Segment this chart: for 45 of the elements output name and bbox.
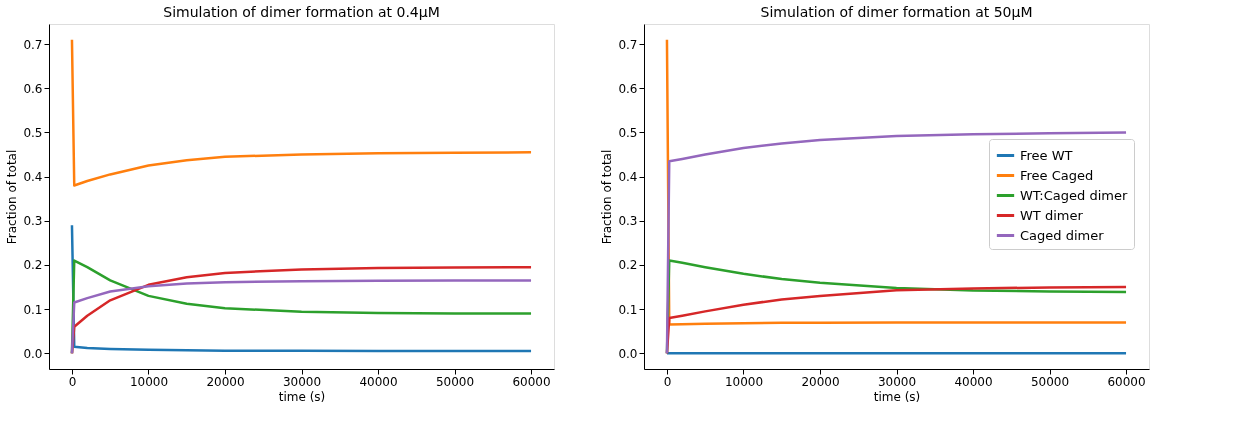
line-series [70,279,533,355]
y-tick-label: 0.3 [618,214,638,229]
y-tick-label: 0.7 [23,37,43,52]
legend-label: WT dimer [1020,207,1084,223]
y-tick-label: 0.1 [618,302,638,317]
line-series [70,38,533,187]
x-tick-label: 10000 [129,374,169,389]
legend-label: Free WT [1020,147,1073,163]
x-tick-label: 40000 [954,374,993,389]
y-tick-label: 0.4 [23,170,43,185]
legend-label: Free Caged [1020,167,1094,183]
chart-title: Simulation of dimer formation at 0.4μM [163,4,440,20]
x-tick-label: 30000 [282,374,322,389]
x-tick-label: 20000 [801,374,840,389]
y-tick-label: 0.7 [618,37,638,52]
x-tick-label: 10000 [724,374,764,389]
x-tick-label: 0 [68,374,77,389]
x-tick-label: 50000 [1030,374,1070,389]
y-tick-label: 0.0 [618,346,638,361]
line-series [70,223,533,353]
x-tick-label: 40000 [359,374,398,389]
x-tick-label: 50000 [435,374,475,389]
y-axis-title: Fraction of total [600,149,615,245]
x-axis-title: time (s) [873,389,921,404]
x-tick-label: 30000 [877,374,917,389]
x-tick-label: 20000 [206,374,245,389]
y-tick-label: 0.2 [618,258,638,273]
y-tick-label: 0.0 [23,346,43,361]
x-axis-title: time (s) [278,389,326,404]
legend-label: Caged dimer [1020,227,1105,243]
y-tick-label: 0.4 [618,170,638,185]
line-series [665,131,1128,355]
x-tick-label: 60000 [1107,374,1146,389]
legend-label: WT:Caged dimer [1020,187,1128,203]
x-tick-label: 0 [663,374,672,389]
y-tick-label: 0.5 [23,125,43,140]
y-tick-label: 0.5 [618,125,638,140]
y-tick-label: 0.3 [23,214,43,229]
y-tick-label: 0.6 [618,81,638,96]
y-tick-label: 0.2 [23,258,43,273]
chart-title: Simulation of dimer formation at 50μM [760,4,1033,20]
y-axis-title: Fraction of total [5,149,20,245]
x-tick-label: 60000 [512,374,551,389]
y-tick-label: 0.1 [23,302,43,317]
y-tick-label: 0.6 [23,81,43,96]
